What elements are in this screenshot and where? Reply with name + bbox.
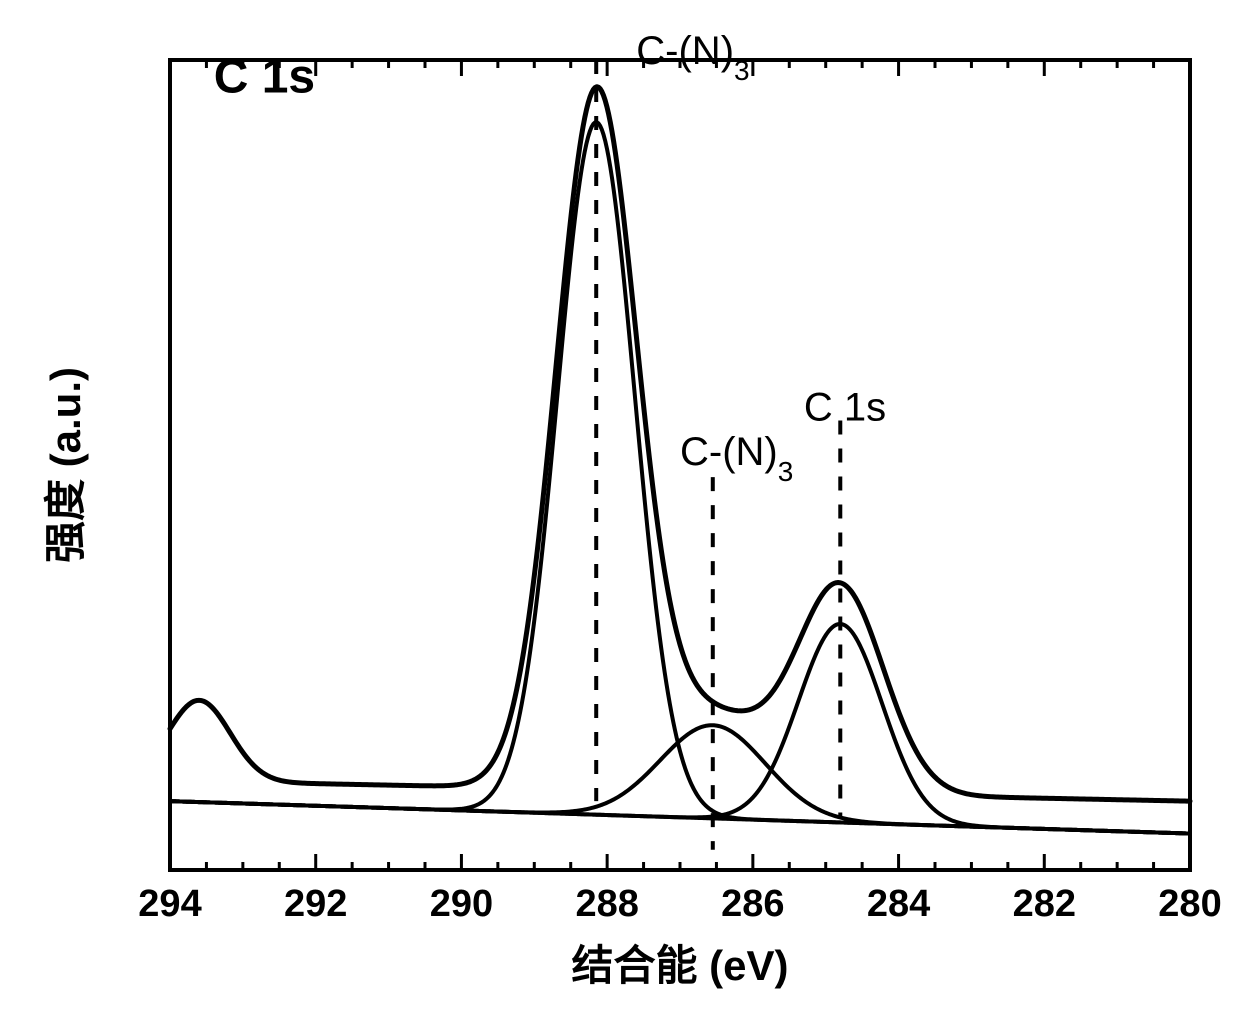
peak-annotation-2: C 1s bbox=[804, 385, 886, 429]
x-tick-label: 282 bbox=[1013, 883, 1076, 925]
x-tick-label: 290 bbox=[430, 883, 493, 925]
x-tick-label: 292 bbox=[284, 883, 347, 925]
component-curve-right bbox=[170, 624, 1190, 834]
x-tick-label: 294 bbox=[138, 883, 201, 925]
xps-chart-svg: 294 292 290 288 286 284 282 280 结合能 (eV) 强度 (a.u.… bbox=[0, 0, 1240, 1036]
y-axis-label: 强度 (a.u.) bbox=[42, 367, 89, 563]
peak-annotation-0: C-(N)3 bbox=[636, 29, 749, 86]
x-tick-label: 280 bbox=[1158, 883, 1221, 925]
x-tick-label: 284 bbox=[867, 883, 930, 925]
peak-annotation-1: C-(N)3 bbox=[680, 430, 793, 487]
x-axis-label: 结合能 (eV) bbox=[571, 942, 788, 989]
chart-frame: 294 292 290 288 286 284 282 280 结合能 (eV) 强度 (a.u.… bbox=[0, 0, 1240, 1036]
x-tick-label: 288 bbox=[575, 883, 638, 925]
component-curve-main bbox=[170, 122, 1190, 833]
x-tick-label: 286 bbox=[721, 883, 784, 925]
